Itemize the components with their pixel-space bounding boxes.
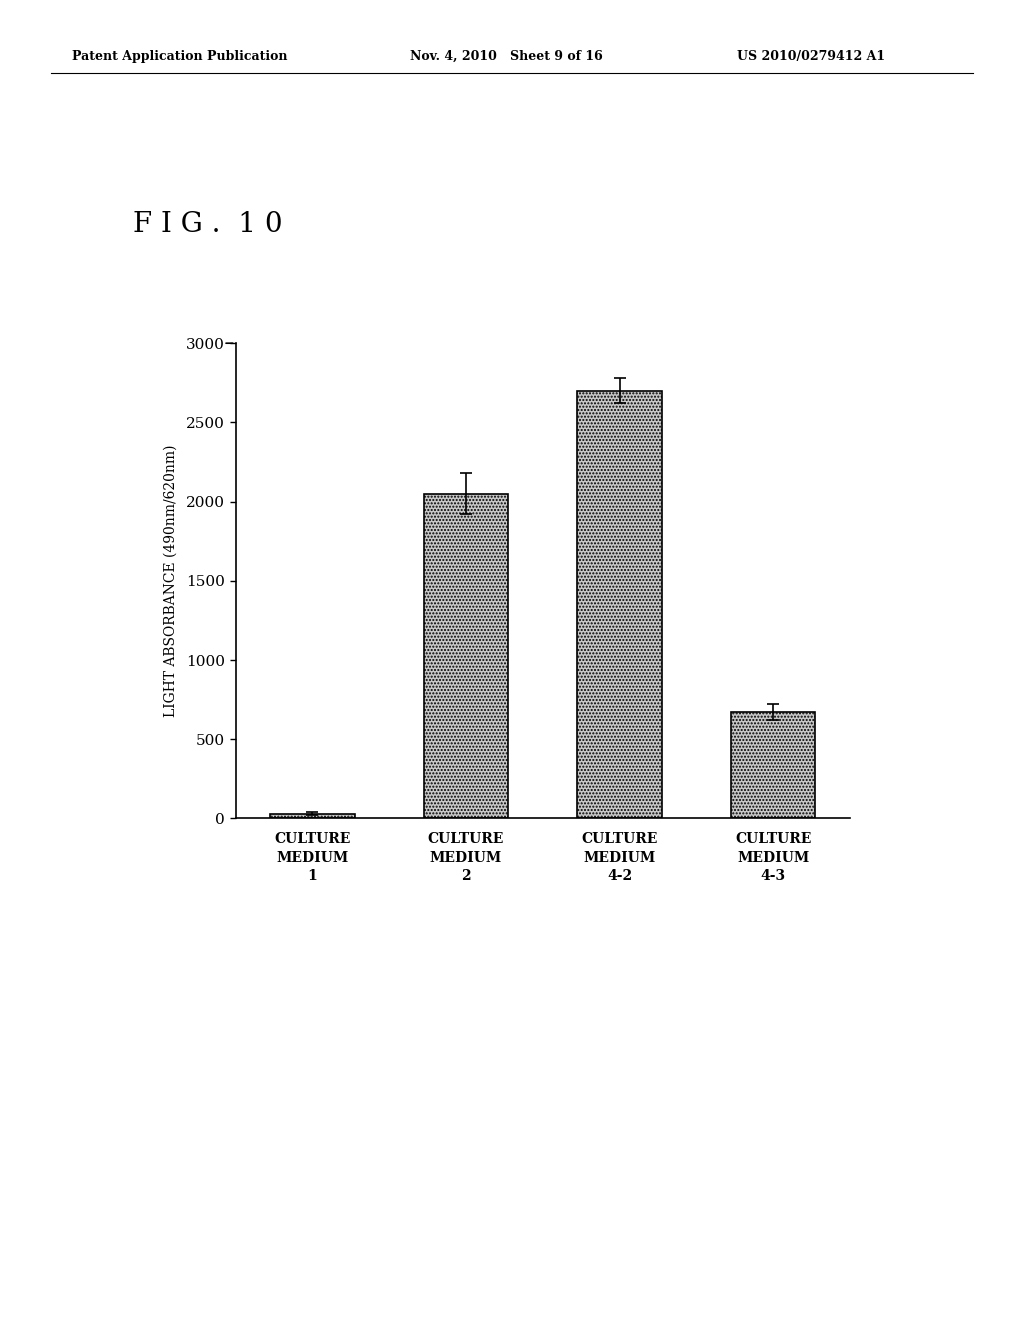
Text: F I G .  1 0: F I G . 1 0 — [133, 211, 283, 238]
Bar — [731, 713, 815, 818]
Text: US 2010/0279412 A1: US 2010/0279412 A1 — [737, 50, 886, 63]
Text: Patent Application Publication: Patent Application Publication — [72, 50, 287, 63]
Y-axis label: LIGHT ABSORBANCE (490nm/620nm): LIGHT ABSORBANCE (490nm/620nm) — [164, 445, 178, 717]
Text: Nov. 4, 2010   Sheet 9 of 16: Nov. 4, 2010 Sheet 9 of 16 — [410, 50, 602, 63]
Bar — [424, 494, 508, 818]
Bar — [270, 813, 354, 818]
Bar — [578, 391, 662, 818]
